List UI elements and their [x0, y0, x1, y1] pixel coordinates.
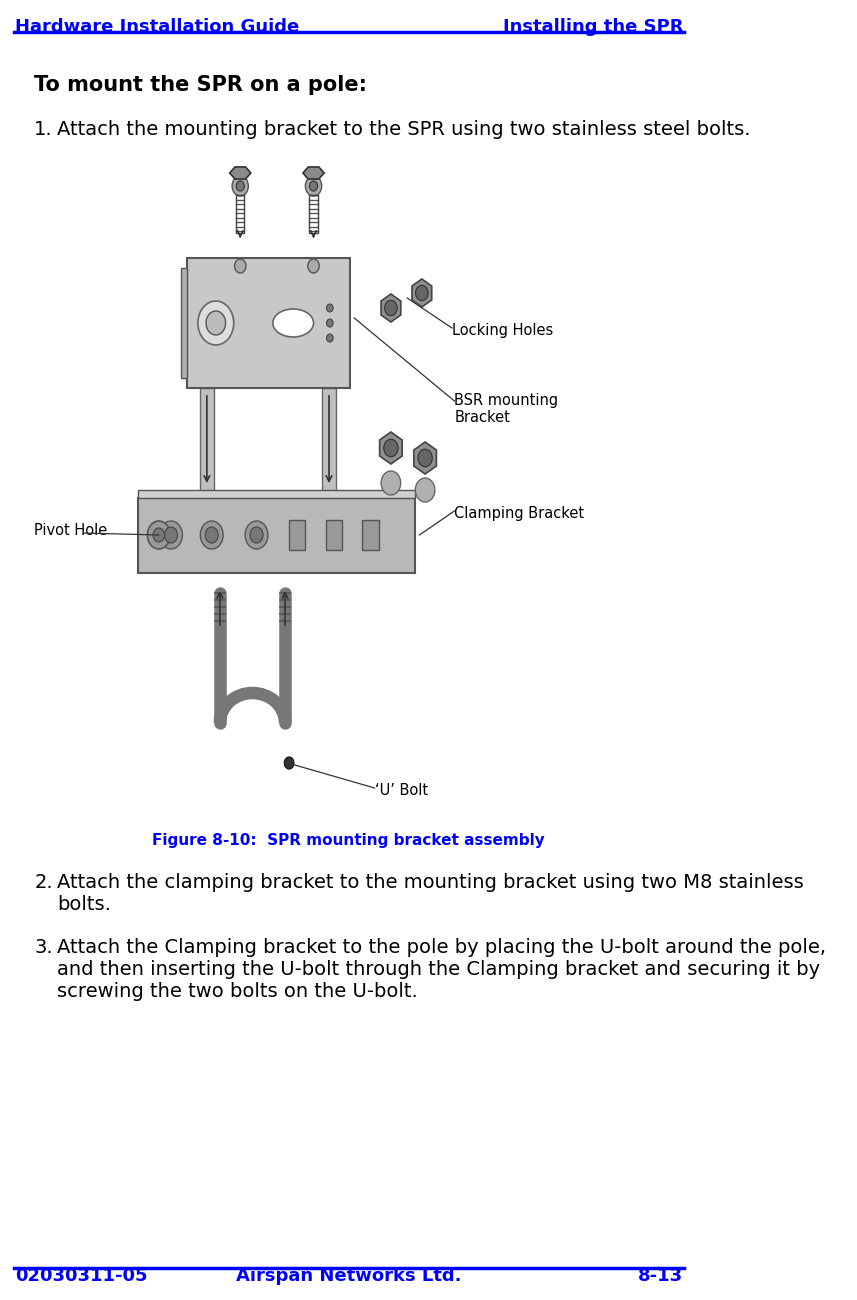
Ellipse shape — [273, 309, 314, 337]
Text: Airspan Networks Ltd.: Airspan Networks Ltd. — [236, 1268, 461, 1284]
Circle shape — [235, 259, 246, 273]
Bar — [181, 268, 188, 378]
Bar — [363, 520, 379, 550]
Text: 2.: 2. — [34, 874, 53, 892]
Circle shape — [384, 439, 398, 456]
Circle shape — [165, 526, 177, 543]
Text: 8-13: 8-13 — [638, 1268, 683, 1284]
Text: Clamping Bracket: Clamping Bracket — [454, 506, 584, 521]
Circle shape — [237, 181, 244, 191]
Circle shape — [385, 300, 397, 316]
Polygon shape — [230, 166, 251, 179]
Bar — [200, 387, 214, 498]
Text: Installing the SPR: Installing the SPR — [503, 18, 683, 36]
Text: 02030311-05: 02030311-05 — [15, 1268, 147, 1284]
Circle shape — [416, 478, 434, 502]
Bar — [289, 520, 305, 550]
Circle shape — [153, 528, 165, 542]
Circle shape — [201, 521, 223, 549]
Bar — [321, 387, 336, 498]
Text: Attach the Clamping bracket to the pole by placing the U-bolt around the pole,
a: Attach the Clamping bracket to the pole … — [57, 939, 826, 1001]
Circle shape — [147, 521, 171, 549]
Circle shape — [205, 526, 219, 543]
Polygon shape — [303, 166, 324, 179]
Text: Attach the clamping bracket to the mounting bracket using two M8 stainless
bolts: Attach the clamping bracket to the mount… — [57, 874, 804, 914]
Circle shape — [381, 471, 401, 495]
Circle shape — [308, 259, 320, 273]
Circle shape — [250, 526, 263, 543]
Text: Pivot Hole: Pivot Hole — [34, 523, 107, 538]
Bar — [139, 498, 416, 573]
Circle shape — [232, 176, 249, 196]
Bar — [139, 490, 416, 498]
Circle shape — [309, 181, 318, 191]
Circle shape — [285, 757, 294, 770]
Text: 3.: 3. — [34, 939, 53, 957]
Circle shape — [245, 521, 268, 549]
Text: Attach the mounting bracket to the SPR using two stainless steel bolts.: Attach the mounting bracket to the SPR u… — [57, 120, 751, 139]
Polygon shape — [380, 432, 402, 464]
Text: Hardware Installation Guide: Hardware Installation Guide — [15, 18, 299, 36]
Bar — [188, 257, 351, 387]
Circle shape — [327, 318, 333, 328]
Text: ‘U’ Bolt: ‘U’ Bolt — [375, 783, 428, 798]
Circle shape — [159, 521, 183, 549]
Circle shape — [327, 304, 333, 312]
Polygon shape — [412, 280, 432, 307]
Circle shape — [418, 450, 432, 467]
Circle shape — [206, 311, 225, 335]
Bar — [326, 520, 342, 550]
Polygon shape — [414, 442, 436, 474]
Circle shape — [327, 334, 333, 342]
Text: BSR mounting
Bracket: BSR mounting Bracket — [454, 393, 559, 425]
Text: 1.: 1. — [34, 120, 53, 139]
Text: Locking Holes: Locking Holes — [452, 322, 554, 338]
Circle shape — [416, 285, 428, 300]
Circle shape — [305, 176, 321, 196]
Circle shape — [198, 302, 234, 344]
Text: To mount the SPR on a pole:: To mount the SPR on a pole: — [34, 75, 367, 95]
Text: Figure 8-10:  SPR mounting bracket assembly: Figure 8-10: SPR mounting bracket assemb… — [153, 833, 545, 848]
Polygon shape — [381, 294, 401, 322]
